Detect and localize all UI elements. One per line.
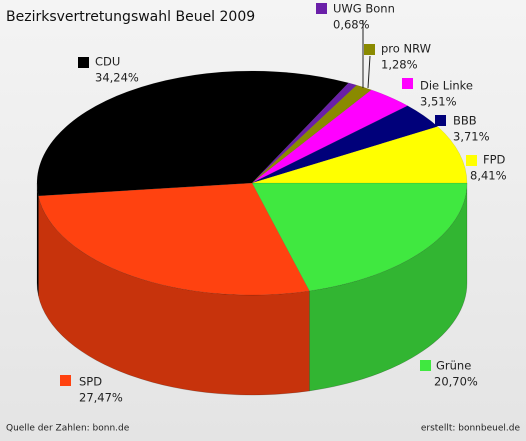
slice <box>251 126 468 184</box>
slice-label: FPD <box>483 153 506 167</box>
chart-title: Bezirksvertretungswahl Beuel 2009 <box>6 9 255 25</box>
legend-swatch <box>316 3 327 14</box>
slice-value-label: 20,70% <box>434 375 478 389</box>
leader-line <box>367 55 371 89</box>
legend-swatch <box>364 44 375 55</box>
slice-value-label: 0,68% <box>333 18 370 32</box>
slice <box>251 82 358 184</box>
slice-label: CDU <box>95 55 120 69</box>
slice <box>38 182 310 296</box>
slice <box>251 84 372 184</box>
legend-swatch <box>60 375 71 386</box>
slice-value-label: 27,47% <box>79 391 123 405</box>
slice <box>251 89 409 184</box>
credit-note: erstellt: bonnbeuel.de <box>421 424 521 434</box>
legend-swatch <box>435 115 446 126</box>
slice <box>36 70 349 197</box>
slice-value-label: 3,51% <box>420 95 457 109</box>
slice-label: pro NRW <box>381 42 431 56</box>
slice-value-label: 34,24% <box>95 71 139 85</box>
legend-swatch <box>420 360 431 371</box>
slice-label: Die Linke <box>420 79 473 93</box>
slice-label: Grüne <box>436 359 471 373</box>
labels: Grüne 20,70% SPD 27,47% CDU 34,24% UWG Bonn 0,6… <box>60 2 507 405</box>
slice-label: UWG Bonn <box>333 2 395 16</box>
legend-swatch <box>402 78 413 89</box>
slice-value-label: 8,41% <box>470 169 507 183</box>
slice-label: SPD <box>79 375 102 389</box>
legend-swatch <box>78 57 89 68</box>
slice-value-label: 1,28% <box>381 58 418 72</box>
legend-swatch <box>466 155 477 166</box>
slice-value-label: 3,71% <box>453 130 490 144</box>
source-note: Quelle der Zahlen: bonn.de <box>6 424 130 434</box>
slice <box>251 182 468 292</box>
slice-label: BBB <box>453 114 477 128</box>
slice <box>251 105 439 184</box>
slice-side <box>36 182 39 296</box>
pie <box>36 70 468 396</box>
